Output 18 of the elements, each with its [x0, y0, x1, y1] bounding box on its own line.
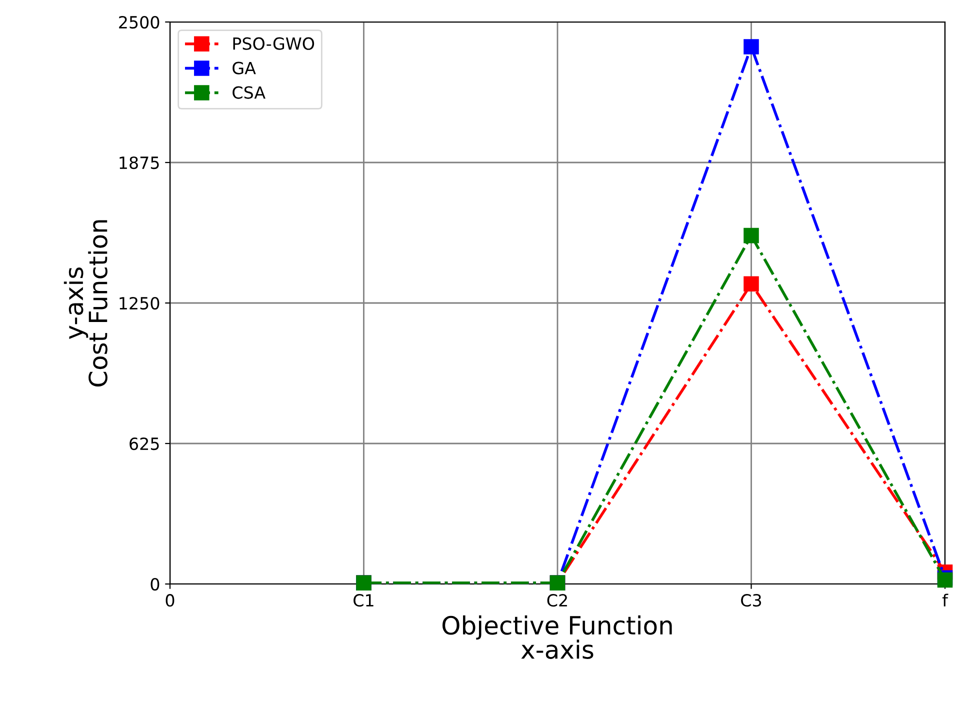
x-axis-title: Objective Function x-axis	[442, 615, 672, 659]
y-tick-label: 625	[130, 437, 159, 450]
point	[744, 276, 759, 292]
legend-label: GA	[232, 62, 256, 74]
y-axis-title: y-axis Cost Function	[64, 220, 108, 387]
x-tick-label: C2	[547, 594, 567, 607]
legend-label: CSA	[232, 86, 266, 99]
x-tick-label: C1	[354, 594, 374, 607]
x-tick-label: C3	[741, 594, 762, 607]
x-tick-label: 0	[166, 594, 174, 607]
point	[744, 39, 759, 54]
point	[744, 228, 759, 244]
y-tick-label: 1250	[120, 296, 160, 310]
x-tick-label: f	[942, 594, 948, 606]
y-tick-label: 1875	[120, 156, 159, 170]
legend-label: PSO-GWO	[233, 37, 314, 50]
y-tick-label: 0	[150, 578, 160, 591]
y-tick-label: 2500	[119, 16, 160, 29]
